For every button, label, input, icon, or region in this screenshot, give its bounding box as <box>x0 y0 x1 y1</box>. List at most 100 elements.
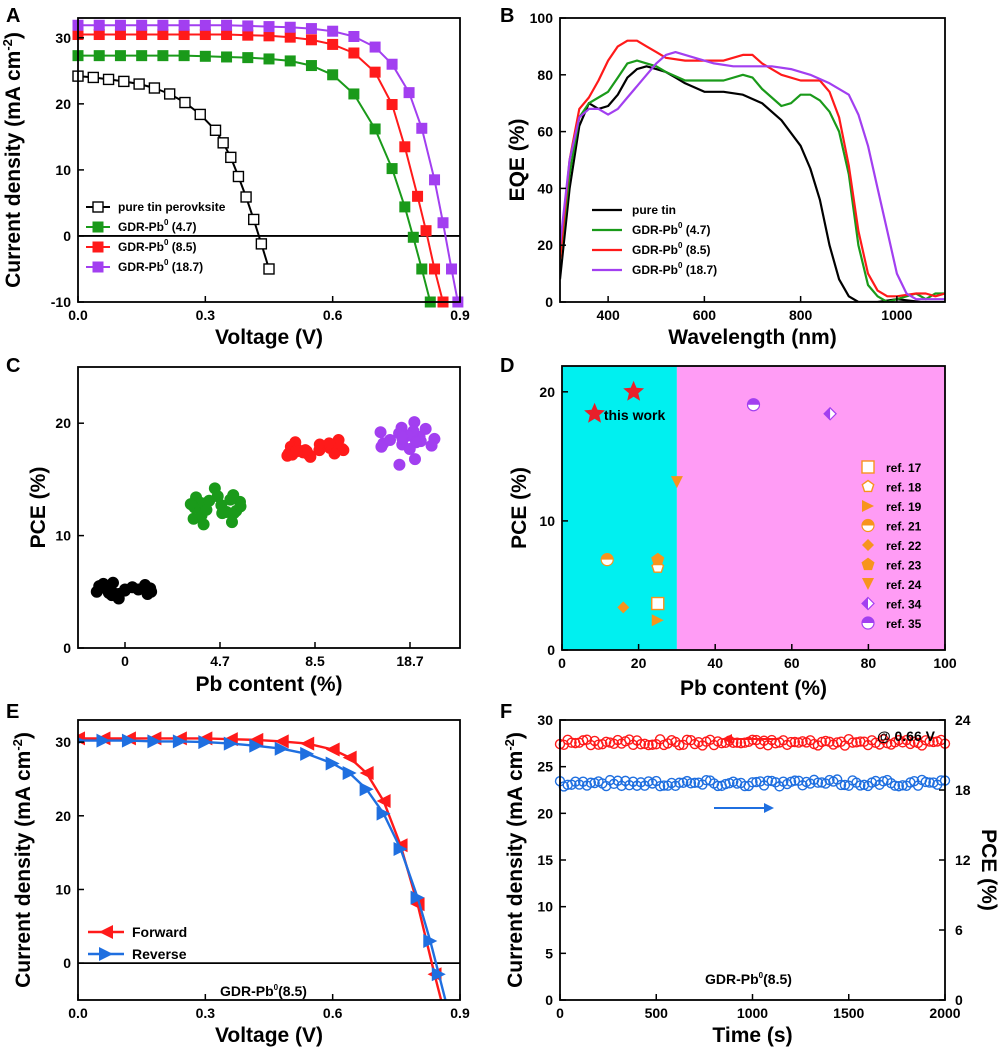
data-point <box>263 30 275 42</box>
x-tick-label: 0.3 <box>196 1005 216 1021</box>
data-point <box>225 516 238 529</box>
data-point <box>136 29 148 41</box>
y-axis-label-main: Current density (mA cm <box>12 751 35 988</box>
y-axis-label: Current density (mA cm-2) <box>10 732 35 988</box>
legend-marker <box>92 241 104 253</box>
series-1 <box>184 482 247 531</box>
panel-label-A: A <box>6 5 20 27</box>
data-point-fill <box>601 553 614 560</box>
x-tick-label: 400 <box>596 307 620 323</box>
data-point <box>221 51 233 63</box>
data-point <box>412 190 424 202</box>
x-axis-label: Voltage (V) <box>215 326 323 349</box>
data-point <box>348 47 360 59</box>
data-point <box>386 58 398 70</box>
data-point <box>255 238 268 250</box>
legend-marker <box>861 616 875 630</box>
data-point <box>216 507 229 520</box>
y-tick-label: 60 <box>537 124 553 140</box>
legend-label: ref. 22 <box>886 539 922 553</box>
legend-item: ref. 22 <box>862 539 922 553</box>
series-2 <box>72 29 449 308</box>
legend-marker <box>99 947 113 961</box>
legend-marker <box>861 596 875 611</box>
legend-item: GDR-Pb0 (4.7) <box>86 218 196 234</box>
data-point <box>635 739 647 750</box>
legend-label: ref. 35 <box>886 617 922 631</box>
y-tick-label: 5 <box>545 945 553 961</box>
x-tick-label: 0 <box>556 1005 564 1021</box>
y-tick-label: 30 <box>537 712 553 728</box>
data-point <box>855 780 866 791</box>
legend-label-sup: 0 <box>678 241 683 250</box>
data-point <box>654 780 666 792</box>
data-point <box>651 596 665 611</box>
y-tick-label: 20 <box>539 384 555 400</box>
panel-E: 0.0 0.3 0.6 0.9 0 10 20 30 Voltage (V) Current de… <box>6 701 470 1047</box>
x-tick-label: 0 <box>121 653 129 669</box>
data-point <box>369 123 381 135</box>
legend-marker <box>92 221 104 233</box>
data-point <box>178 29 190 41</box>
data-point <box>383 434 396 447</box>
y-tick-label: 15 <box>537 852 553 868</box>
data-point <box>263 53 275 65</box>
legend-label: GDR-Pb0 (18.7) <box>118 258 203 274</box>
data-point <box>263 263 275 275</box>
data-point <box>102 73 115 86</box>
data-point <box>835 779 847 791</box>
arrow-right-pce-head <box>764 803 774 813</box>
y-tick-label: 20 <box>537 805 553 821</box>
series-line <box>78 24 459 303</box>
legend-label: Reverse <box>132 946 187 962</box>
data-point <box>209 124 222 136</box>
data-point <box>300 746 315 761</box>
y-axis-label-main: Current density (mA cm <box>504 751 527 988</box>
y-tick-label: 10 <box>539 513 555 529</box>
data-point <box>924 777 935 788</box>
data-point <box>651 614 664 627</box>
axes-frame-E <box>77 719 461 1001</box>
series-2 <box>281 434 350 463</box>
data-point <box>118 75 130 88</box>
x-tick-label: 0.9 <box>450 1005 470 1021</box>
legend-label: pure tin perovksite <box>118 200 226 214</box>
legend-label-sup: 0 <box>678 261 683 270</box>
series-line <box>560 39 945 298</box>
legend-label-rest: (8.5) <box>682 243 710 257</box>
data-point <box>674 739 685 751</box>
data-point <box>178 19 190 31</box>
data-point <box>920 776 931 788</box>
y-tick-label: 0 <box>545 294 553 310</box>
legend-item: GDR-Pb0 (8.5) <box>86 238 196 254</box>
sample-label-rest: (8.5) <box>763 971 792 987</box>
data-point <box>348 30 360 42</box>
data-point <box>601 736 612 747</box>
y2-tick-label: 0 <box>955 992 963 1008</box>
data-point <box>157 50 169 62</box>
x-tick-label: 100 <box>933 655 957 671</box>
x-tick-label: 60 <box>784 655 800 671</box>
y-axis-label-sup: -2 <box>10 739 25 751</box>
x-tick-label: 0.6 <box>323 307 343 323</box>
y-tick-label: 20 <box>55 808 71 824</box>
data-point <box>305 23 317 35</box>
legend-marker <box>862 539 874 551</box>
y-axis-label-sup: -2 <box>502 739 517 751</box>
y-tick-label: 30 <box>55 30 71 46</box>
x-tick-label: 4.7 <box>210 653 230 669</box>
legend-label-sup: 0 <box>678 221 683 230</box>
legend-label-rest: (8.5) <box>168 240 196 254</box>
data-point <box>157 19 169 31</box>
x-tick-label: 40 <box>707 655 723 671</box>
series-line <box>560 59 945 302</box>
data-point <box>100 582 113 595</box>
x-tick-label: 8.5 <box>305 653 325 669</box>
x-tick-label: 18.7 <box>396 653 423 669</box>
data-point <box>429 263 441 275</box>
sample-label-main: GDR-Pb <box>705 971 759 987</box>
axes-frame-D <box>561 365 946 651</box>
x-tick-label: 0 <box>558 655 566 671</box>
data-point <box>136 19 148 31</box>
data-point <box>240 191 252 203</box>
